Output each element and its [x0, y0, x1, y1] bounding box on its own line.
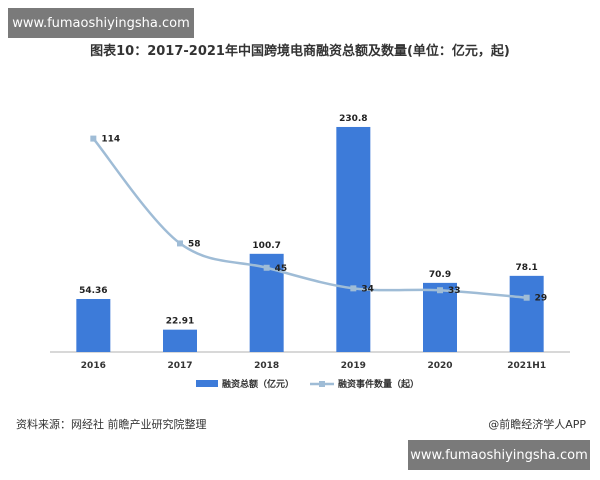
line-point-2017	[177, 240, 183, 247]
watermark-top: www.fumaoshiyingsha.com	[8, 8, 194, 38]
line-label-2020: 33	[448, 286, 461, 296]
bar-label-2020: 70.9	[429, 270, 451, 280]
line-label-2016: 114	[101, 135, 120, 145]
legend-line-label: 融资事件数量（起）	[338, 378, 419, 390]
line-label-2021H1: 29	[535, 294, 548, 304]
x-tick-2017: 2017	[167, 361, 192, 371]
bar-2016	[76, 298, 111, 352]
bar-2021H1	[509, 275, 544, 352]
bar-2017	[163, 329, 197, 352]
line-data-labels: 114 58 45 34 33 29	[101, 135, 547, 304]
x-tick-2016: 2016	[81, 361, 106, 371]
bar-label-2019: 230.8	[339, 114, 367, 124]
x-tick-2021H1: 2021H1	[507, 361, 546, 371]
line-series-path	[92, 137, 527, 299]
bar-label-2017: 22.91	[166, 317, 194, 327]
bar-2020	[423, 282, 457, 352]
bar-label-2018: 100.7	[252, 241, 280, 251]
x-tick-2018: 2018	[254, 361, 279, 371]
line-label-2017: 58	[188, 239, 201, 249]
bar-series	[76, 126, 544, 352]
bar-2019	[336, 126, 371, 352]
bar-label-2021H1: 78.1	[516, 263, 538, 273]
source-note: 资料来源：网经社 前瞻产业研究院整理	[16, 418, 207, 431]
line-point-2020	[437, 287, 443, 294]
x-tick-2020: 2020	[427, 361, 452, 371]
bar-data-labels: 54.36 22.91 100.7 230.8 70.9 78.1	[79, 114, 538, 327]
line-label-2019: 34	[361, 284, 374, 294]
bar-label-2016: 54.36	[79, 286, 107, 296]
line-series-points	[90, 135, 530, 301]
watermark-bottom: www.fumaoshiyingsha.com	[408, 440, 590, 470]
line-point-2018	[263, 264, 270, 271]
line-label-2018: 45	[275, 264, 288, 274]
legend-bar-label: 融资总额（亿元）	[222, 378, 294, 390]
line-point-2021H1	[523, 294, 530, 301]
credit-note: @前瞻经济学人APP	[488, 418, 586, 431]
legend-line-marker	[319, 381, 325, 387]
x-tick-labels: 2016 2017 2018 2019 2020 2021H1	[81, 361, 546, 371]
legend-bar-swatch	[196, 380, 218, 387]
line-point-2016	[90, 135, 97, 142]
line-point-2019	[350, 285, 357, 292]
legend: 融资总额（亿元） 融资事件数量（起）	[196, 378, 419, 390]
x-tick-2019: 2019	[341, 361, 366, 371]
chart-title: 图表10：2017-2021年中国跨境电商融资总额及数量(单位：亿元，起)	[90, 44, 510, 59]
